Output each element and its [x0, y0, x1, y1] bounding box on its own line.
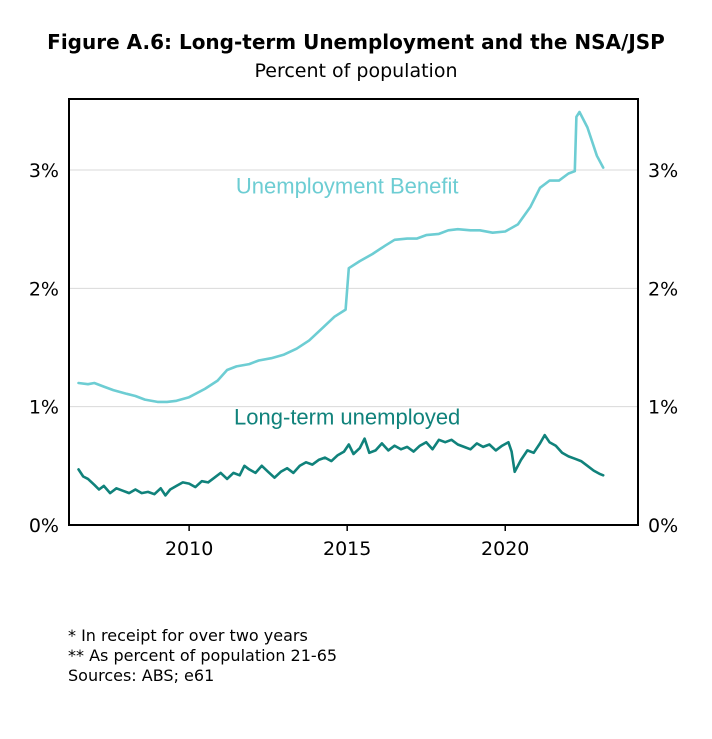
note-sources: Sources: ABS; e61 — [68, 666, 215, 685]
annotation-long-term-unemployed: Long-term unemployed — [234, 404, 460, 429]
chart-subtitle: Percent of population — [254, 60, 458, 82]
x-tick-label: 2015 — [323, 538, 371, 560]
x-tick-label: 2020 — [481, 538, 529, 560]
note-footnote-1: * In receipt for over two years — [68, 626, 308, 645]
y-tick-label-left: 2% — [29, 278, 59, 300]
chart-notes: * In receipt for over two years ** As pe… — [68, 626, 337, 686]
series-line-long-term-unemployed — [77, 433, 605, 497]
y-tick-label-right: 3% — [648, 160, 678, 182]
plot-frame — [68, 98, 639, 526]
chart-title: Figure A.6: Long-term Unemployment and t… — [47, 30, 665, 54]
y-tick-label-right: 0% — [648, 515, 678, 537]
y-tick-label-left: 3% — [29, 160, 59, 182]
y-tick-label-left: 0% — [29, 515, 59, 537]
y-tick-label-right: 2% — [648, 278, 678, 300]
x-tick-label: 2010 — [165, 538, 213, 560]
series-line-unemployment-benefit — [77, 110, 605, 404]
note-footnote-2: ** As percent of population 21-65 — [68, 646, 338, 665]
annotation-unemployment-benefit: Unemployment Benefit — [236, 174, 459, 199]
y-tick-label-left: 1% — [29, 397, 59, 419]
y-tick-label-right: 1% — [648, 397, 678, 419]
